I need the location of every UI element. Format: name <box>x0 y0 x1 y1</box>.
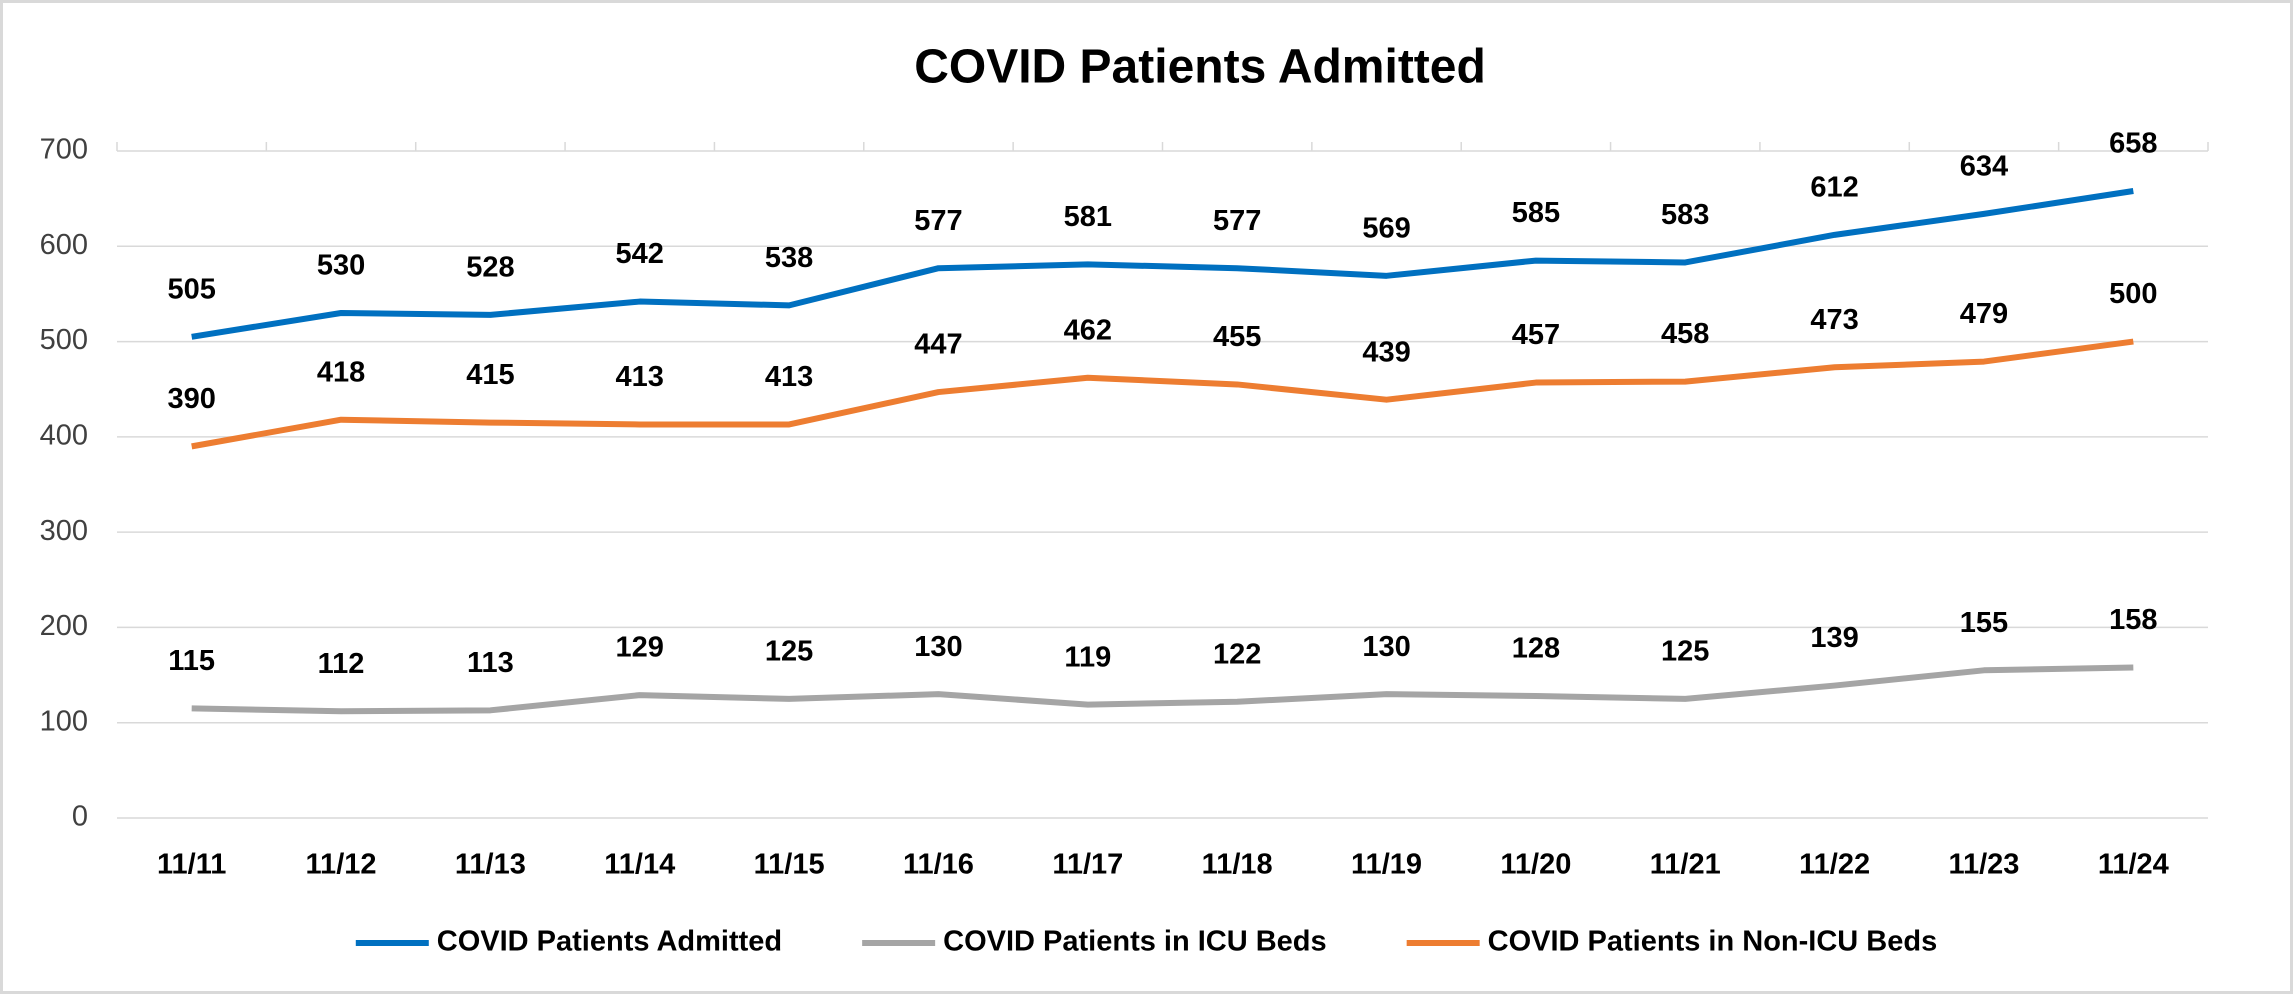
y-tick-label: 600 <box>40 229 88 261</box>
data-label: 125 <box>765 636 813 668</box>
data-label: 505 <box>167 273 215 305</box>
x-tick-label: 11/14 <box>604 849 675 881</box>
data-label: 113 <box>467 647 514 679</box>
data-label: 115 <box>168 645 215 677</box>
y-tick-label: 400 <box>40 420 88 452</box>
x-tick-label: 11/21 <box>1650 849 1721 881</box>
x-tick-label: 11/11 <box>157 849 226 881</box>
data-label: 577 <box>1213 205 1261 237</box>
data-label: 462 <box>1064 314 1112 346</box>
data-label: 658 <box>2109 128 2157 160</box>
data-label: 139 <box>1810 622 1858 654</box>
data-label: 130 <box>914 631 962 663</box>
y-tick-label: 700 <box>40 134 88 166</box>
x-tick-label: 11/20 <box>1500 849 1571 881</box>
x-tick-label: 11/12 <box>306 849 377 881</box>
y-tick-label: 0 <box>72 801 88 833</box>
data-label: 390 <box>167 383 215 415</box>
x-tick-label: 11/22 <box>1799 849 1870 881</box>
data-label: 119 <box>1064 641 1111 673</box>
data-label: 585 <box>1512 197 1560 229</box>
x-tick-label: 11/16 <box>903 849 974 881</box>
data-label: 158 <box>2109 604 2157 636</box>
data-label: 538 <box>765 242 813 274</box>
data-label: 530 <box>317 250 365 282</box>
data-label: 439 <box>1362 336 1410 368</box>
series-line <box>191 338 2134 450</box>
data-label: 130 <box>1362 631 1410 663</box>
data-label: 634 <box>1960 151 2008 183</box>
legend-label: COVID Patients in ICU Beds <box>943 926 1327 958</box>
data-label: 577 <box>914 205 962 237</box>
series-line <box>191 664 2134 715</box>
x-tick-label: 11/24 <box>2098 849 2169 881</box>
y-tick-label: 500 <box>40 324 88 356</box>
data-label: 447 <box>914 329 962 361</box>
data-label: 415 <box>466 359 514 391</box>
x-tick-label: 11/17 <box>1052 849 1123 881</box>
data-label: 569 <box>1362 212 1410 244</box>
y-tick-label: 200 <box>40 610 88 642</box>
legend-label: COVID Patients in Non-ICU Beds <box>1488 926 1938 958</box>
series-line <box>191 188 2134 340</box>
data-label: 112 <box>318 648 365 680</box>
x-tick-label: 11/13 <box>455 849 526 881</box>
data-label: 125 <box>1661 636 1709 668</box>
data-label: 581 <box>1064 201 1112 233</box>
data-label: 122 <box>1213 638 1261 670</box>
x-tick-label: 11/18 <box>1202 849 1273 881</box>
data-label: 583 <box>1661 199 1709 231</box>
x-tick-label: 11/23 <box>1948 849 2019 881</box>
data-label: 413 <box>616 361 664 393</box>
data-label: 500 <box>2109 278 2157 310</box>
data-label: 458 <box>1661 318 1709 350</box>
data-label: 129 <box>616 632 664 664</box>
legend-label: COVID Patients Admitted <box>437 926 782 958</box>
data-label: 528 <box>466 252 514 284</box>
data-label: 457 <box>1512 319 1560 351</box>
data-label: 413 <box>765 361 813 393</box>
y-tick-label: 300 <box>40 515 88 547</box>
data-label: 455 <box>1213 321 1261 353</box>
chart-title: COVID Patients Admitted <box>914 41 1486 94</box>
data-label: 128 <box>1512 633 1560 665</box>
data-label: 155 <box>1960 607 2008 639</box>
x-tick-label: 11/19 <box>1351 849 1422 881</box>
x-tick-label: 11/15 <box>754 849 825 881</box>
data-label: 542 <box>616 238 664 270</box>
data-label: 612 <box>1810 172 1858 204</box>
y-tick-label: 100 <box>40 705 88 737</box>
data-label: 479 <box>1960 298 2008 330</box>
data-label: 473 <box>1810 304 1858 336</box>
data-label: 418 <box>317 356 365 388</box>
